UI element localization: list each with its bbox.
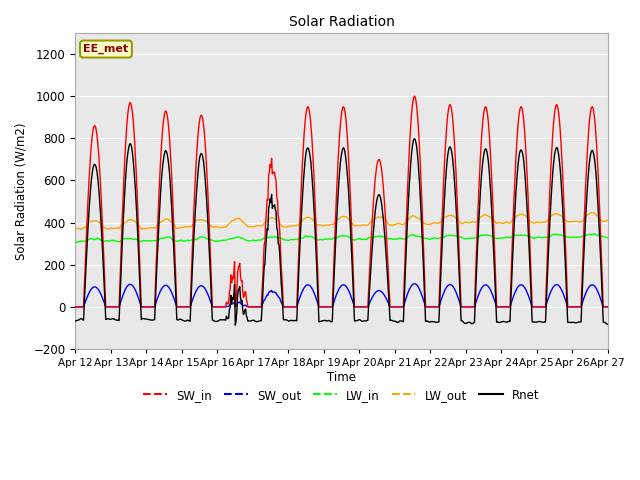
LW_out bbox=[82, 224, 90, 229]
LW_out bbox=[191, 219, 198, 225]
SW_in bbox=[81, 266, 89, 272]
Legend: SW_in, SW_out, LW_in, LW_out, Rnet: SW_in, SW_out, LW_in, LW_out, Rnet bbox=[139, 384, 545, 406]
Title: Solar Radiation: Solar Radiation bbox=[289, 15, 394, 29]
SW_in bbox=[190, 208, 198, 214]
LW_in bbox=[81, 239, 89, 244]
Rnet bbox=[411, 136, 419, 142]
LW_out bbox=[588, 210, 596, 216]
Rnet bbox=[81, 285, 89, 290]
SW_in bbox=[411, 93, 419, 99]
Rnet bbox=[407, 160, 415, 166]
LW_in bbox=[406, 233, 414, 239]
SW_in bbox=[218, 304, 226, 310]
SW_in bbox=[406, 133, 414, 139]
LW_out bbox=[219, 225, 227, 230]
LW_in bbox=[190, 237, 198, 242]
Rnet bbox=[136, 281, 143, 287]
Line: Rnet: Rnet bbox=[76, 139, 608, 325]
SW_in bbox=[136, 262, 143, 267]
Line: SW_in: SW_in bbox=[76, 96, 608, 307]
Line: LW_in: LW_in bbox=[76, 234, 608, 243]
SW_out bbox=[604, 304, 612, 310]
SW_out bbox=[72, 304, 79, 310]
Line: SW_out: SW_out bbox=[76, 284, 608, 307]
LW_in bbox=[591, 231, 598, 237]
SW_in bbox=[422, 304, 430, 310]
Text: EE_met: EE_met bbox=[83, 44, 129, 54]
SW_out bbox=[81, 300, 89, 306]
LW_out bbox=[77, 227, 85, 232]
Y-axis label: Solar Radiation (W/m2): Solar Radiation (W/m2) bbox=[15, 122, 28, 260]
LW_in bbox=[604, 235, 612, 241]
Rnet bbox=[423, 318, 431, 324]
SW_in bbox=[72, 304, 79, 310]
SW_out bbox=[136, 300, 143, 305]
Rnet bbox=[604, 322, 612, 327]
Rnet bbox=[72, 318, 79, 324]
LW_in bbox=[218, 238, 226, 243]
Rnet bbox=[232, 322, 239, 328]
LW_out bbox=[72, 226, 79, 231]
Rnet bbox=[218, 317, 226, 323]
SW_out bbox=[406, 285, 414, 291]
LW_out bbox=[137, 225, 145, 231]
LW_out bbox=[422, 221, 430, 227]
LW_out bbox=[407, 214, 415, 220]
Rnet bbox=[190, 235, 198, 240]
SW_in bbox=[604, 304, 612, 310]
SW_out bbox=[422, 304, 430, 310]
X-axis label: Time: Time bbox=[327, 371, 356, 384]
LW_out bbox=[604, 217, 612, 223]
SW_out bbox=[218, 304, 226, 310]
SW_out bbox=[190, 293, 198, 299]
LW_in bbox=[422, 236, 429, 241]
LW_in bbox=[72, 240, 79, 246]
Line: LW_out: LW_out bbox=[76, 213, 608, 229]
SW_out bbox=[411, 281, 419, 287]
LW_in bbox=[136, 239, 143, 244]
